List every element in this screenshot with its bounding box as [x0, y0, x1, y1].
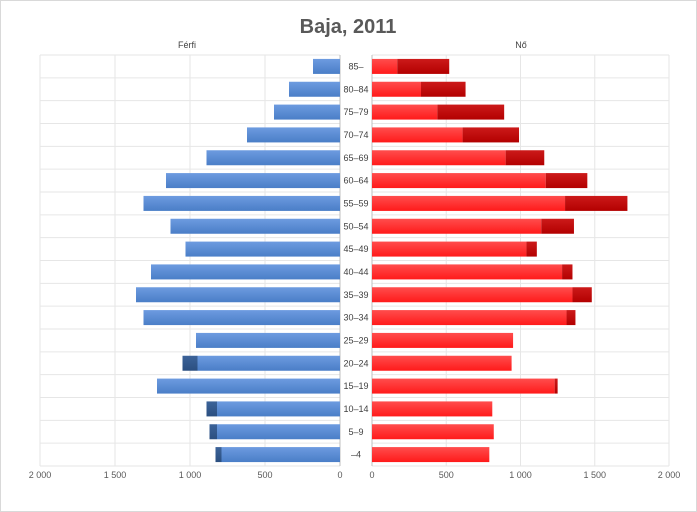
- left-panel-label: Férfi: [178, 40, 196, 50]
- category-label: 40–44: [343, 267, 368, 277]
- right-panel-label: Nő: [515, 40, 527, 50]
- male-bar: [217, 401, 340, 417]
- male-bar: [197, 355, 340, 371]
- female-bar: [372, 264, 563, 280]
- male-bar: [196, 332, 340, 348]
- female-bar: [372, 332, 514, 348]
- x-tick-label-right: 1 500: [583, 470, 606, 480]
- male-bar: [151, 264, 340, 280]
- female-bar-dark: [526, 241, 537, 257]
- category-label: 75–79: [343, 107, 368, 117]
- female-bar: [372, 195, 566, 211]
- category-label: 45–49: [343, 244, 368, 254]
- female-bar-dark: [566, 310, 576, 326]
- female-bar: [372, 104, 438, 120]
- male-bar: [206, 150, 340, 166]
- male-bar-dark: [209, 424, 217, 440]
- female-bar-dark: [554, 378, 558, 394]
- category-label: 50–54: [343, 221, 368, 231]
- female-bar: [372, 127, 463, 143]
- female-bar: [372, 173, 546, 189]
- x-tick-label-right: 0: [369, 470, 374, 480]
- female-bar: [372, 287, 573, 303]
- male-bar: [221, 447, 340, 463]
- female-bar: [372, 58, 398, 74]
- male-bar: [247, 127, 340, 143]
- category-label: 85–: [348, 61, 363, 71]
- male-bar: [136, 287, 340, 303]
- category-label: 10–14: [343, 404, 368, 414]
- male-bar: [143, 195, 340, 211]
- male-bar: [313, 58, 340, 74]
- x-tick-label-right: 2 000: [658, 470, 681, 480]
- category-label: 60–64: [343, 176, 368, 186]
- male-bar: [274, 104, 340, 120]
- category-label: 30–34: [343, 313, 368, 323]
- category-label: 55–59: [343, 198, 368, 208]
- female-bar: [372, 150, 506, 166]
- female-bar-dark: [545, 173, 588, 189]
- female-bar-dark: [437, 104, 505, 120]
- x-tick-label-right: 500: [439, 470, 454, 480]
- x-tick-label-left: 2 000: [29, 470, 52, 480]
- female-bar: [372, 310, 567, 326]
- male-bar-dark: [206, 401, 217, 417]
- female-bar: [372, 218, 542, 234]
- category-label: 70–74: [343, 130, 368, 140]
- female-bar: [372, 401, 493, 417]
- female-bar: [372, 378, 555, 394]
- x-tick-label-left: 500: [257, 470, 272, 480]
- male-bar: [185, 241, 340, 257]
- chart-title: Baja, 2011: [300, 16, 397, 38]
- male-bar: [217, 424, 340, 440]
- female-bar: [372, 424, 494, 440]
- x-tick-label-left: 1 000: [179, 470, 202, 480]
- female-bar: [372, 241, 527, 257]
- male-bar-dark: [215, 447, 222, 463]
- category-label: 15–19: [343, 381, 368, 391]
- female-bar: [372, 447, 490, 463]
- category-label: 20–24: [343, 358, 368, 368]
- x-tick-label-left: 1 500: [104, 470, 127, 480]
- male-bar: [166, 173, 340, 189]
- female-bar-dark: [565, 195, 628, 211]
- female-bar-dark: [572, 287, 592, 303]
- male-bar: [143, 310, 340, 326]
- male-bar: [157, 378, 340, 394]
- category-label: 25–29: [343, 335, 368, 345]
- female-bar-dark: [505, 150, 545, 166]
- category-label: 65–69: [343, 153, 368, 163]
- male-bar: [170, 218, 340, 234]
- male-bar: [289, 81, 340, 97]
- female-bar-dark: [397, 58, 450, 74]
- male-bar-dark: [182, 355, 198, 371]
- female-bar-dark: [421, 81, 466, 97]
- category-label: 80–84: [343, 84, 368, 94]
- x-tick-label-right: 1 000: [509, 470, 532, 480]
- female-bar: [372, 81, 422, 97]
- x-tick-label-left: 0: [337, 470, 342, 480]
- female-bar-dark: [541, 218, 574, 234]
- category-label: 5–9: [348, 427, 363, 437]
- category-label: –4: [351, 450, 361, 460]
- category-label: 35–39: [343, 290, 368, 300]
- female-bar: [372, 355, 512, 371]
- female-bar-dark: [462, 127, 520, 143]
- female-bar-dark: [562, 264, 573, 280]
